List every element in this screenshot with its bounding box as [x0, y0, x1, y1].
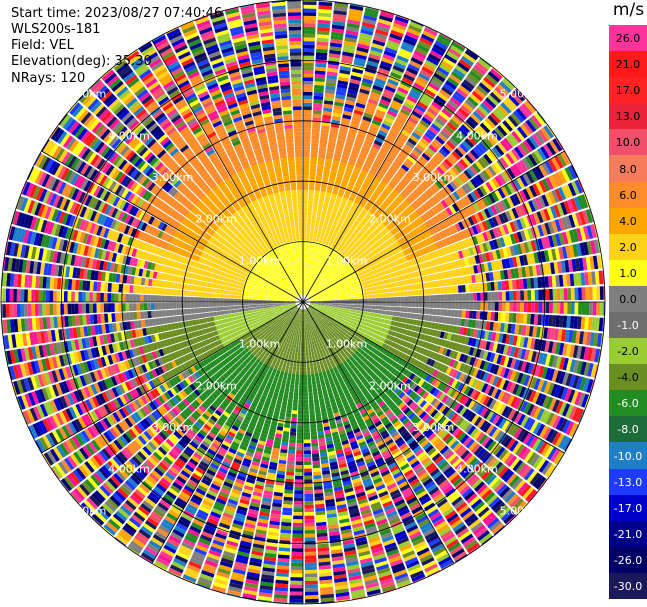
crosshair-axes [1, 0, 605, 604]
range-ring-label: 3.00km [413, 171, 455, 184]
nrays-text: NRays: 120 [11, 71, 86, 86]
ppi-scan-display: 1.00km 1.00km 1.00km 1.00km 2.00km 2.00km 2.00… [0, 0, 606, 605]
range-ring-label: 1.00km [326, 254, 368, 267]
range-ring-label: 4.00km [108, 129, 150, 142]
range-ring-label: 5.00km [500, 504, 542, 517]
colorbar-segment [609, 494, 647, 522]
colorbar-segment [609, 25, 647, 52]
range-ring-label: 5.00km [65, 88, 107, 101]
colorbar-segment [609, 416, 647, 443]
radar-velocity-rays [1, 0, 605, 604]
field-text: Field: VEL [11, 38, 74, 53]
colorbar-segment [609, 155, 647, 183]
start-time-text: Start time: 2023/08/27 07:40:46 [11, 6, 223, 21]
colorbar-tick-label: 6.0 [619, 188, 637, 202]
range-ring-label: 3.00km [413, 421, 455, 434]
colorbar-tick-label: -30.0 [613, 579, 643, 593]
elevation-text: Elevation(deg): 35.30 [11, 54, 152, 69]
colorbar-tick-label: -4.0 [617, 371, 639, 385]
range-ring-label: 2.00km [195, 213, 237, 226]
colorbar-tick-label: -13.0 [613, 475, 643, 489]
colorbar-tick-label: 2.0 [619, 240, 637, 254]
colorbar-tick-label: 4.0 [619, 214, 637, 228]
colorbar-tick-label: 10.0 [615, 136, 641, 150]
range-ring-label: 3.00km [152, 421, 194, 434]
colorbar-tick-label: 8.0 [619, 162, 637, 176]
colorbar-tick-label: -26.0 [613, 553, 643, 567]
range-ring-label: 4.00km [108, 463, 150, 476]
colorbar-tick-label: 0.0 [619, 292, 637, 306]
colorbar-tick-label: -8.0 [617, 423, 639, 437]
colorbar-segment [609, 77, 647, 104]
colorbar-segment [609, 390, 647, 417]
colorbar-segment [609, 338, 647, 365]
instrument-name-text: WLS200s-181 [11, 22, 101, 37]
range-ring-label: 5.00km [65, 504, 107, 517]
range-ring-label: 1.00km [239, 338, 281, 351]
colorbar-segment [609, 51, 647, 78]
colorbar-tick-label: -1.0 [617, 319, 639, 333]
colorbar-tick-label: -17.0 [613, 501, 643, 515]
colorbar-segment [609, 442, 647, 470]
colorbar-tick-label: -6.0 [617, 397, 639, 411]
range-ring-label: 2.00km [195, 379, 237, 392]
range-ring-label: 4.00km [456, 129, 498, 142]
colorbar-segment [609, 364, 647, 391]
colorbar-tick-label: 21.0 [615, 58, 641, 72]
colorbar-unit: m/s [612, 0, 645, 20]
range-ring-label: 2.00km [369, 213, 411, 226]
colorbar-tick-label: 26.0 [615, 32, 641, 46]
range-ring-label: 5.00km [500, 88, 542, 101]
range-ring-label: 4.00km [456, 463, 498, 476]
colorbar-segment [609, 520, 647, 548]
colorbar-segment [609, 546, 647, 574]
colorbar-segment [609, 259, 647, 287]
range-ring-label: 1.00km [239, 254, 281, 267]
colorbar-tick-label: -10.0 [613, 449, 643, 463]
colorbar-segment [609, 572, 647, 600]
colorbar-segment [609, 181, 647, 209]
range-ring-label: 1.00km [326, 338, 368, 351]
colorbar-tick-label: -2.0 [617, 345, 639, 359]
colorbar-tick-label: 1.0 [619, 266, 637, 280]
colorbar-segment [609, 312, 647, 339]
colorbar-segment [609, 468, 647, 496]
colorbar-segment [609, 103, 647, 130]
colorbar-segment [609, 129, 647, 156]
colorbar-tick-label: -21.0 [613, 527, 643, 541]
colorbar-segment [609, 285, 647, 313]
range-ring-label: 2.00km [369, 379, 411, 392]
colorbar-tick-label: 17.0 [615, 84, 641, 98]
velocity-colorbar: 26.0 21.0 17.0 13.0 10.0 8.0 6.0 4.0 2.0 1.0 0.0 -1… [609, 25, 647, 600]
range-ring-labels: 1.00km 1.00km 1.00km 1.00km 2.00km 2.00km 2.00… [65, 88, 541, 518]
colorbar-segment [609, 207, 647, 235]
azimuth-line [41, 150, 565, 454]
range-ring-label: 3.00km [152, 171, 194, 184]
colorbar-segment [609, 233, 647, 261]
colorbar-tick-label: 13.0 [615, 110, 641, 124]
